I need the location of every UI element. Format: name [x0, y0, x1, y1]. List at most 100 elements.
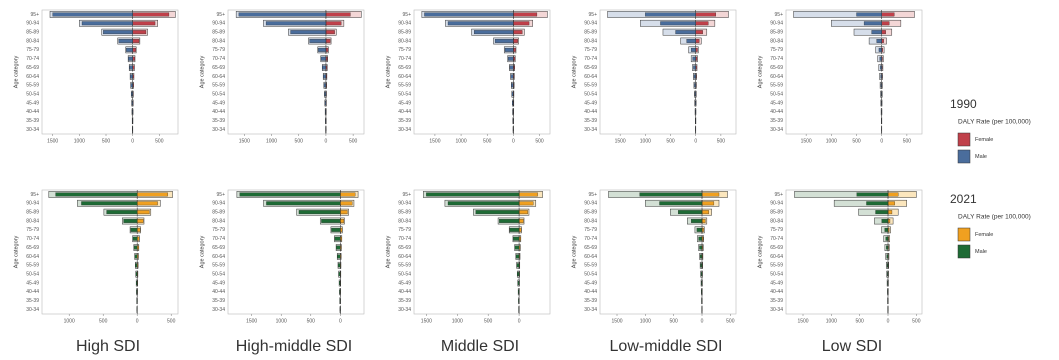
bar	[321, 219, 341, 223]
y-tick-label: 80-84	[398, 38, 411, 44]
y-tick-label: 80-84	[398, 218, 411, 224]
bar	[81, 21, 133, 26]
bar	[875, 210, 889, 215]
y-axis-label: Age category	[757, 236, 763, 269]
bar	[447, 21, 514, 26]
bar	[509, 227, 520, 232]
bar	[137, 201, 158, 206]
bar	[132, 47, 137, 52]
x-tick-label: 1500	[801, 138, 812, 144]
bar	[340, 192, 356, 197]
legend-swatch	[957, 132, 971, 147]
bar	[513, 236, 520, 241]
bar	[336, 245, 341, 250]
bar	[886, 254, 889, 259]
y-tick-label: 95+	[775, 12, 784, 18]
y-tick-label: 95+	[775, 192, 784, 198]
y-axis-label: Age category	[199, 236, 205, 269]
bar	[265, 21, 327, 26]
bar	[514, 245, 520, 250]
y-tick-label: 80-84	[212, 38, 225, 44]
bar	[137, 219, 144, 223]
y-tick-label: 70-74	[212, 56, 225, 62]
bar	[696, 227, 703, 232]
legend-label: Female	[975, 232, 993, 238]
bar	[881, 12, 895, 17]
y-tick-label: 65-69	[584, 65, 597, 71]
bar	[701, 201, 715, 206]
y-tick-label: 35-39	[398, 118, 411, 124]
bar	[132, 236, 138, 241]
bar	[309, 39, 327, 43]
bar	[518, 219, 524, 223]
bar	[884, 227, 889, 232]
y-tick-label: 75-79	[770, 227, 783, 233]
x-tick-label: 500	[535, 138, 544, 144]
x-tick-label: 500	[912, 318, 921, 324]
y-tick-label: 70-74	[770, 236, 783, 242]
y-tick-label: 30-34	[584, 307, 597, 313]
x-tick-label: 500	[852, 138, 861, 144]
y-tick-label: 95+	[589, 192, 598, 198]
bar	[856, 12, 882, 17]
x-tick-label: 1000	[826, 318, 837, 324]
bar	[887, 192, 899, 197]
y-tick-label: 35-39	[770, 118, 783, 124]
bar	[126, 47, 133, 52]
bar	[881, 30, 886, 35]
bar	[320, 56, 327, 61]
plot-frame	[785, 9, 923, 135]
y-tick-label: 60-64	[26, 74, 39, 80]
bar	[340, 210, 348, 215]
bar	[334, 236, 341, 241]
y-tick-label: 30-34	[212, 307, 225, 313]
y-tick-label: 50-54	[26, 91, 39, 97]
x-tick-label: 1000	[640, 138, 651, 144]
y-tick-label: 65-69	[26, 245, 39, 251]
x-tick-label: 1500	[615, 138, 626, 144]
y-tick-label: 40-44	[26, 109, 39, 115]
x-tick-label: 0	[518, 318, 521, 324]
bar	[518, 227, 522, 232]
bar	[878, 47, 882, 52]
y-tick-label: 70-74	[212, 236, 225, 242]
bar	[128, 56, 133, 61]
bar	[518, 210, 528, 215]
plot-frame	[413, 9, 551, 135]
bar	[516, 263, 520, 268]
plot-frame	[227, 189, 365, 315]
bar	[504, 47, 514, 52]
x-tick-label: 1500	[246, 318, 257, 324]
y-tick-label: 80-84	[26, 218, 39, 224]
y-tick-label: 45-49	[584, 280, 597, 286]
bar	[340, 201, 353, 206]
y-tick-label: 30-34	[398, 127, 411, 133]
y-tick-label: 75-79	[398, 227, 411, 233]
y-tick-label: 45-49	[584, 100, 597, 106]
bar	[325, 39, 331, 43]
y-tick-label: 40-44	[398, 109, 411, 115]
y-tick-label: 65-69	[770, 245, 783, 251]
column-label: High-middle SDI	[236, 338, 352, 355]
y-tick-label: 30-34	[26, 127, 39, 133]
y-tick-label: 85-89	[584, 209, 597, 215]
y-tick-label: 75-79	[584, 227, 597, 233]
y-tick-label: 45-49	[770, 100, 783, 106]
x-tick-label: 0	[880, 138, 883, 144]
y-tick-label: 90-94	[584, 21, 597, 27]
bar	[499, 219, 520, 223]
bar	[340, 219, 345, 223]
bar	[239, 192, 341, 197]
bar	[81, 201, 138, 206]
x-tick-label: 500	[483, 138, 492, 144]
x-tick-label: 0	[136, 318, 139, 324]
y-tick-label: 45-49	[212, 280, 225, 286]
y-tick-label: 90-94	[770, 21, 783, 27]
y-tick-label: 65-69	[584, 245, 597, 251]
bar	[426, 192, 520, 197]
y-tick-label: 70-74	[584, 236, 597, 242]
y-tick-label: 70-74	[398, 236, 411, 242]
y-tick-label: 60-64	[212, 254, 225, 260]
y-tick-label: 55-59	[212, 83, 225, 89]
bar	[880, 74, 882, 79]
